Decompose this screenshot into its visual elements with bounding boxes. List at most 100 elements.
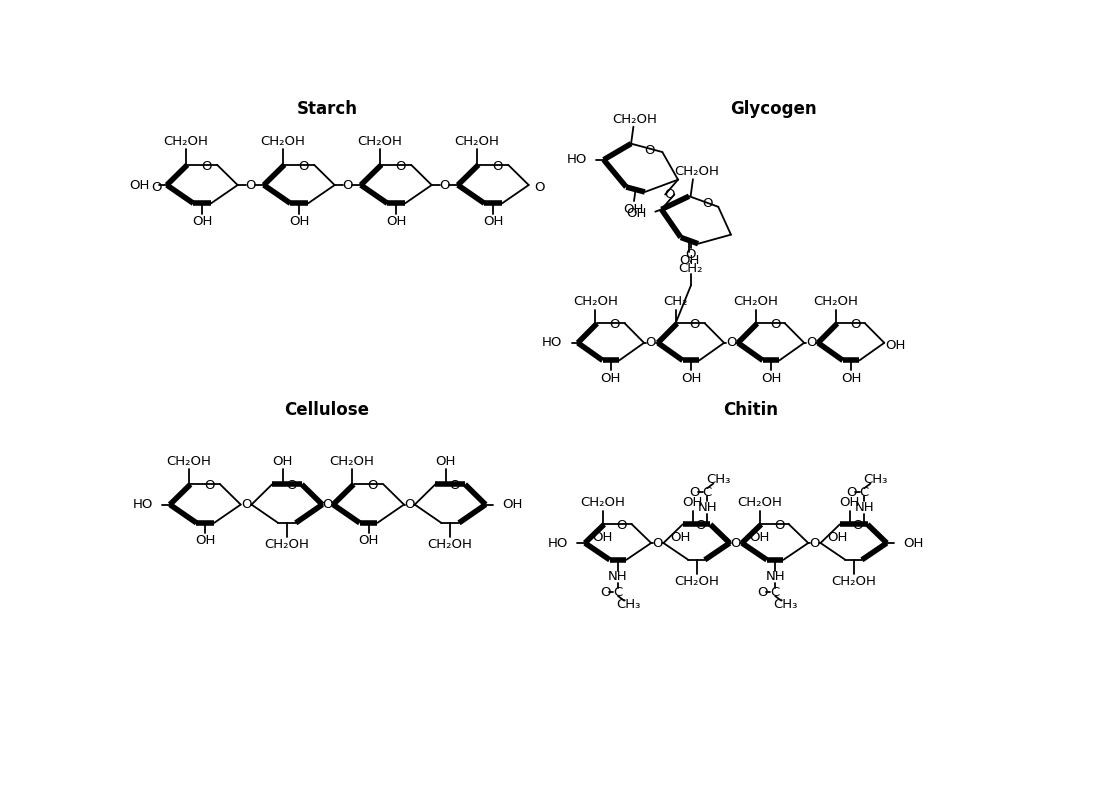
Text: CH₃: CH₃	[617, 598, 641, 611]
Text: O: O	[690, 318, 700, 331]
Text: O: O	[757, 586, 768, 599]
Text: CH₂OH: CH₂OH	[330, 455, 375, 468]
Text: OH: OH	[682, 497, 702, 509]
Text: O: O	[730, 537, 741, 549]
Text: OH: OH	[749, 531, 769, 544]
Text: O: O	[395, 160, 406, 173]
Text: Cellulose: Cellulose	[284, 400, 369, 419]
Text: OH: OH	[386, 215, 407, 228]
Text: OH: OH	[195, 534, 215, 547]
Text: O: O	[404, 498, 415, 511]
Text: C: C	[702, 486, 711, 498]
Text: CH₂OH: CH₂OH	[737, 497, 782, 509]
Text: CH₂OH: CH₂OH	[831, 575, 876, 588]
Text: Starch: Starch	[297, 100, 358, 119]
Text: O: O	[646, 337, 657, 349]
Text: CH₂OH: CH₂OH	[675, 165, 719, 178]
Text: OH: OH	[483, 215, 504, 228]
Text: CH₂OH: CH₂OH	[264, 538, 309, 551]
Text: CH₂: CH₂	[679, 262, 704, 275]
Text: NH: NH	[854, 501, 874, 514]
Text: OH: OH	[903, 537, 924, 549]
Text: C: C	[770, 586, 779, 599]
Text: NH: NH	[608, 570, 628, 583]
Text: OH: OH	[827, 531, 849, 544]
Text: CH₂OH: CH₂OH	[580, 497, 626, 509]
Text: OH: OH	[679, 254, 699, 267]
Text: CH₂OH: CH₂OH	[675, 575, 719, 588]
Text: CH₂OH: CH₂OH	[261, 135, 306, 148]
Text: Chitin: Chitin	[723, 400, 778, 419]
Text: CH₃: CH₃	[774, 598, 798, 611]
Text: O: O	[285, 479, 297, 493]
Text: O: O	[342, 178, 353, 192]
Text: O: O	[702, 197, 712, 210]
Text: O: O	[201, 160, 212, 173]
Text: O: O	[696, 520, 706, 533]
Text: CH₂OH: CH₂OH	[455, 135, 500, 148]
Text: Glycogen: Glycogen	[730, 100, 817, 119]
Text: O: O	[439, 178, 450, 192]
Text: OH: OH	[129, 178, 149, 192]
Text: O: O	[601, 586, 611, 599]
Text: O: O	[726, 337, 736, 349]
Text: CH₂OH: CH₂OH	[166, 455, 212, 468]
Text: O: O	[846, 486, 857, 498]
Text: O: O	[806, 337, 816, 349]
Text: HO: HO	[542, 337, 562, 349]
Text: C: C	[613, 586, 622, 599]
Text: O: O	[610, 318, 620, 331]
Text: OH: OH	[358, 534, 379, 547]
Text: HO: HO	[566, 154, 586, 166]
Text: OH: OH	[760, 372, 782, 384]
Text: O: O	[245, 178, 256, 192]
Text: O: O	[322, 498, 333, 511]
Text: O: O	[850, 318, 861, 331]
Text: O: O	[686, 248, 696, 261]
Text: OH: OH	[289, 215, 310, 228]
Text: CH₂OH: CH₂OH	[164, 135, 209, 148]
Text: O: O	[665, 188, 675, 201]
Text: O: O	[852, 520, 863, 533]
Text: O: O	[493, 160, 503, 173]
Text: O: O	[644, 143, 655, 157]
Text: NH: NH	[765, 570, 785, 583]
Text: OH: OH	[885, 338, 905, 352]
Text: O: O	[689, 486, 700, 498]
Text: O: O	[151, 181, 162, 194]
Text: OH: OH	[841, 372, 862, 384]
Text: OH: OH	[623, 203, 643, 216]
Text: C: C	[860, 486, 869, 498]
Text: OH: OH	[272, 455, 293, 468]
Text: O: O	[774, 520, 784, 533]
Text: O: O	[204, 479, 215, 493]
Text: OH: OH	[436, 455, 456, 468]
Text: OH: OH	[601, 372, 621, 384]
Text: OH: OH	[592, 531, 612, 544]
Text: CH₂OH: CH₂OH	[428, 538, 473, 551]
Text: HO: HO	[133, 498, 153, 511]
Text: NH: NH	[697, 501, 717, 514]
Text: OH: OH	[681, 372, 701, 384]
Text: O: O	[652, 537, 662, 549]
Text: CH₃: CH₃	[863, 474, 888, 486]
Text: O: O	[449, 479, 459, 493]
Text: O: O	[298, 160, 309, 173]
Text: O: O	[809, 537, 820, 549]
Text: CH₂: CH₂	[663, 295, 688, 308]
Text: CH₂OH: CH₂OH	[612, 112, 658, 126]
Text: O: O	[534, 181, 545, 194]
Text: CH₂OH: CH₂OH	[358, 135, 403, 148]
Text: O: O	[617, 520, 628, 533]
Text: OH: OH	[627, 207, 647, 220]
Text: OH: OH	[192, 215, 213, 228]
Text: CH₂OH: CH₂OH	[813, 295, 859, 308]
Text: CH₂OH: CH₂OH	[734, 295, 778, 308]
Text: CH₂OH: CH₂OH	[573, 295, 618, 308]
Text: O: O	[368, 479, 378, 493]
Text: O: O	[769, 318, 780, 331]
Text: O: O	[241, 498, 251, 511]
Text: OH: OH	[503, 498, 523, 511]
Text: HO: HO	[547, 537, 568, 549]
Text: OH: OH	[670, 531, 691, 544]
